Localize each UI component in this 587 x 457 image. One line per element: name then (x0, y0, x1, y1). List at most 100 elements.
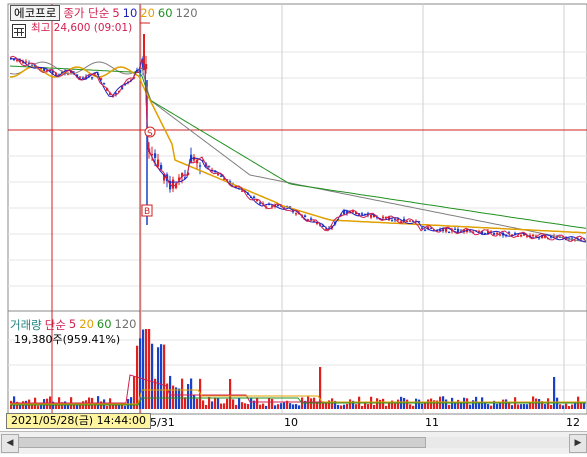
candle-body (217, 173, 220, 176)
volume-bar (169, 375, 172, 409)
candle-body (520, 235, 523, 237)
candle-body (478, 231, 481, 233)
calculator-icon[interactable] (12, 24, 26, 38)
candle-body (580, 238, 583, 240)
scroll-left-button[interactable]: ◀ (1, 434, 19, 453)
volume-bar (295, 404, 298, 409)
volume-bar (499, 401, 502, 409)
candle-body (325, 228, 328, 230)
candle-body (481, 231, 484, 235)
volume-bar (73, 404, 76, 409)
candle-body (382, 216, 385, 219)
volume-bar (373, 404, 376, 409)
horizontal-scrollbar[interactable]: ◀ ▶ (0, 431, 587, 454)
volume-bar (214, 397, 217, 409)
volume-bar (406, 399, 409, 409)
volume-bar (367, 404, 370, 409)
date-label: 10 (284, 416, 298, 429)
ticker-name[interactable]: 에코프로 (10, 5, 61, 21)
candle-body (82, 77, 85, 80)
candle-body (346, 211, 349, 214)
candle-body (277, 204, 280, 206)
candle-body (448, 231, 451, 234)
candle-body (493, 232, 496, 235)
volume-bar (145, 329, 148, 409)
candle-body (13, 58, 16, 61)
volume-bar (106, 405, 109, 409)
volume-bar (211, 401, 214, 409)
candle-body (340, 214, 343, 216)
volume-bar (349, 399, 352, 409)
volume-bar (376, 398, 379, 409)
volume-bar (493, 400, 496, 409)
volume-bar (265, 405, 268, 409)
volume-bar (412, 405, 415, 409)
candle-body (454, 228, 457, 230)
volume-bar (505, 399, 508, 409)
volume-bar (94, 403, 97, 409)
volume-ma60-line (10, 397, 586, 406)
volume-ma120-label: 120 (114, 317, 137, 331)
volume-bar (496, 403, 499, 409)
volume-bar (520, 404, 523, 409)
candle-body (193, 156, 196, 161)
ma5-label: 5 (112, 6, 120, 20)
candle-body (526, 235, 529, 237)
volume-bar (472, 400, 475, 409)
candle-body (514, 233, 517, 235)
volume-bar (484, 402, 487, 409)
candle-body (421, 227, 424, 229)
volume-bar (460, 401, 463, 409)
volume-bar (139, 338, 142, 409)
volume-bar (310, 398, 313, 409)
candle-body (103, 83, 106, 85)
volume-bar (226, 398, 229, 409)
candle-body (160, 165, 163, 170)
volume-legend: 거래량 단순 5 20 60 120 (10, 317, 136, 333)
candle-body (139, 69, 142, 73)
volume-bar (418, 399, 421, 409)
candle-body (295, 213, 298, 215)
scroll-track[interactable] (18, 437, 569, 448)
volume-bar (550, 404, 553, 409)
candle-body (439, 229, 442, 231)
volume-bar (289, 403, 292, 409)
candle-body (109, 92, 112, 95)
candle-body (100, 78, 103, 80)
volume-bar (196, 398, 199, 409)
candle-body (16, 59, 19, 61)
candle-body (409, 220, 412, 222)
volume-ma60-label: 60 (96, 317, 112, 331)
candle-body (418, 221, 421, 223)
volume-bar (523, 403, 526, 409)
candle-body (154, 153, 157, 158)
candle-body (52, 70, 55, 73)
candle-body (163, 174, 166, 181)
scroll-right-button[interactable]: ▶ (569, 434, 587, 453)
volume-bar (280, 403, 283, 409)
candle-body (499, 234, 502, 236)
candle-body (313, 220, 316, 222)
candle-body (403, 218, 406, 222)
volume-bar (148, 329, 151, 409)
volume-bar (538, 399, 541, 409)
volume-bar (205, 404, 208, 409)
candle-body (133, 77, 136, 79)
candle-body (370, 214, 373, 218)
volume-bar (268, 397, 271, 409)
candle-body (25, 61, 28, 63)
volume-bar (298, 405, 301, 409)
volume-bar (328, 400, 331, 409)
volume-bar (79, 403, 82, 409)
candle-body (355, 211, 358, 215)
candle-body (91, 77, 94, 79)
scroll-thumb[interactable] (18, 437, 426, 448)
volume-bar (220, 403, 223, 409)
volume-bar (259, 404, 262, 409)
ma20-line (9, 66, 587, 234)
candle-body (457, 229, 460, 232)
volume-bar (241, 402, 244, 409)
volume-bar (457, 399, 460, 409)
